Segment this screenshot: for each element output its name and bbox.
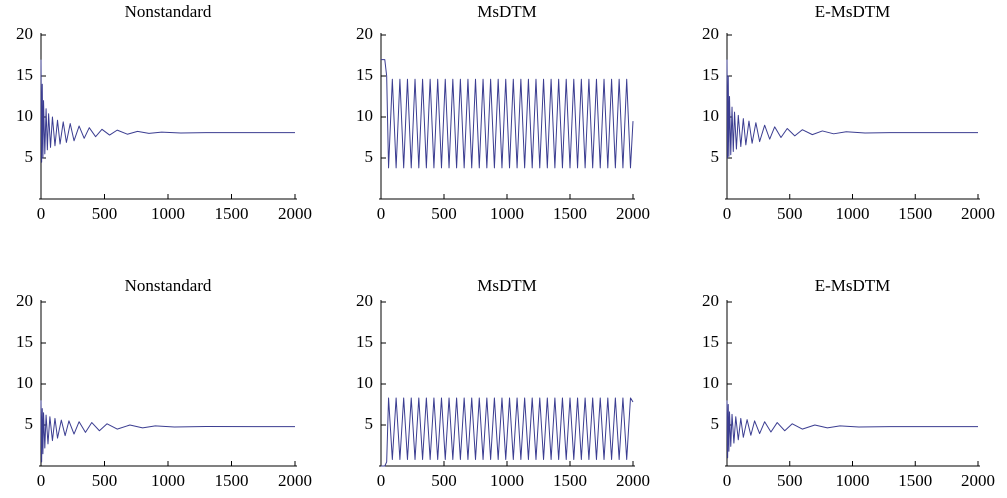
x-tick-label: 2000 <box>961 204 995 223</box>
y-tick-label: 15 <box>16 65 33 84</box>
y-tick-label: 5 <box>365 414 374 433</box>
x-tick-label: 1500 <box>898 204 932 223</box>
x-tick-label: 2000 <box>616 204 650 223</box>
x-tick-label: 0 <box>377 471 386 490</box>
y-tick-label: 20 <box>356 24 373 43</box>
x-tick-label: 1000 <box>836 471 870 490</box>
y-tick-label: 15 <box>16 332 33 351</box>
y-tick-label: 10 <box>16 373 33 392</box>
x-tick-label: 500 <box>777 471 803 490</box>
y-tick-label: 15 <box>702 332 719 351</box>
chart-title: MsDTM <box>477 2 537 21</box>
y-tick-label: 5 <box>365 147 374 166</box>
y-tick-label: 15 <box>356 332 373 351</box>
chart-title: MsDTM <box>477 276 537 295</box>
x-tick-label: 1000 <box>490 204 524 223</box>
y-tick-label: 20 <box>16 24 33 43</box>
chart-title: E-MsDTM <box>815 2 891 21</box>
y-tick-label: 15 <box>702 65 719 84</box>
y-tick-label: 5 <box>711 414 720 433</box>
chart-title: Nonstandard <box>125 276 212 295</box>
y-tick-label: 10 <box>356 373 373 392</box>
x-tick-label: 1500 <box>553 204 587 223</box>
y-tick-label: 20 <box>702 24 719 43</box>
line <box>40 59 295 163</box>
x-tick-label: 500 <box>431 204 457 223</box>
y-tick-label: 10 <box>356 106 373 125</box>
chart-title: E-MsDTM <box>815 276 891 295</box>
x-tick-label: 1500 <box>215 471 249 490</box>
x-tick-label: 1000 <box>490 471 524 490</box>
x-tick-label: 500 <box>92 204 118 223</box>
y-tick-label: 5 <box>25 147 34 166</box>
line <box>726 400 978 459</box>
x-tick-label: 0 <box>723 204 732 223</box>
y-tick-label: 5 <box>25 414 34 433</box>
x-tick-label: 1500 <box>215 204 249 223</box>
x-tick-label: 500 <box>92 471 118 490</box>
y-tick-label: 5 <box>711 147 720 166</box>
y-tick-label: 10 <box>16 106 33 125</box>
x-tick-label: 2000 <box>961 471 995 490</box>
x-tick-label: 0 <box>377 204 386 223</box>
x-tick-label: 2000 <box>616 471 650 490</box>
x-tick-label: 0 <box>723 471 732 490</box>
y-tick-label: 15 <box>356 65 373 84</box>
y-tick-label: 10 <box>702 106 719 125</box>
chart-title: Nonstandard <box>125 2 212 21</box>
y-tick-label: 20 <box>16 291 33 310</box>
x-tick-label: 2000 <box>278 471 312 490</box>
y-tick-label: 10 <box>702 373 719 392</box>
line <box>40 400 296 463</box>
x-tick-label: 1500 <box>898 471 932 490</box>
x-tick-label: 1000 <box>151 204 185 223</box>
x-tick-label: 500 <box>431 471 457 490</box>
x-tick-label: 2000 <box>278 204 312 223</box>
line <box>381 397 634 467</box>
x-tick-label: 500 <box>777 204 803 223</box>
line <box>381 59 634 169</box>
x-tick-label: 0 <box>37 204 46 223</box>
line <box>726 59 978 159</box>
y-tick-label: 20 <box>702 291 719 310</box>
y-tick-label: 20 <box>356 291 373 310</box>
x-tick-label: 0 <box>37 471 46 490</box>
x-tick-label: 1000 <box>836 204 870 223</box>
x-tick-label: 1000 <box>151 471 185 490</box>
x-tick-label: 1500 <box>553 471 587 490</box>
